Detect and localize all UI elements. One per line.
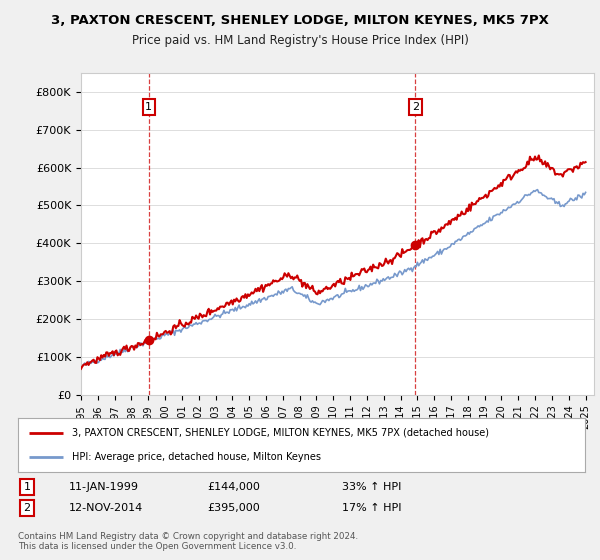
Text: 1: 1	[145, 102, 152, 112]
Text: Price paid vs. HM Land Registry's House Price Index (HPI): Price paid vs. HM Land Registry's House …	[131, 34, 469, 46]
Text: Contains HM Land Registry data © Crown copyright and database right 2024.
This d: Contains HM Land Registry data © Crown c…	[18, 532, 358, 552]
Text: 3, PAXTON CRESCENT, SHENLEY LODGE, MILTON KEYNES, MK5 7PX (detached house): 3, PAXTON CRESCENT, SHENLEY LODGE, MILTO…	[72, 428, 489, 438]
Text: 3, PAXTON CRESCENT, SHENLEY LODGE, MILTON KEYNES, MK5 7PX: 3, PAXTON CRESCENT, SHENLEY LODGE, MILTO…	[51, 14, 549, 27]
Text: HPI: Average price, detached house, Milton Keynes: HPI: Average price, detached house, Milt…	[72, 452, 321, 462]
Text: 2: 2	[412, 102, 419, 112]
Text: 17% ↑ HPI: 17% ↑ HPI	[342, 503, 401, 513]
Text: 1: 1	[23, 482, 31, 492]
Text: 12-NOV-2014: 12-NOV-2014	[69, 503, 143, 513]
Text: £144,000: £144,000	[207, 482, 260, 492]
Text: 33% ↑ HPI: 33% ↑ HPI	[342, 482, 401, 492]
Text: 11-JAN-1999: 11-JAN-1999	[69, 482, 139, 492]
Text: £395,000: £395,000	[207, 503, 260, 513]
Text: 2: 2	[23, 503, 31, 513]
